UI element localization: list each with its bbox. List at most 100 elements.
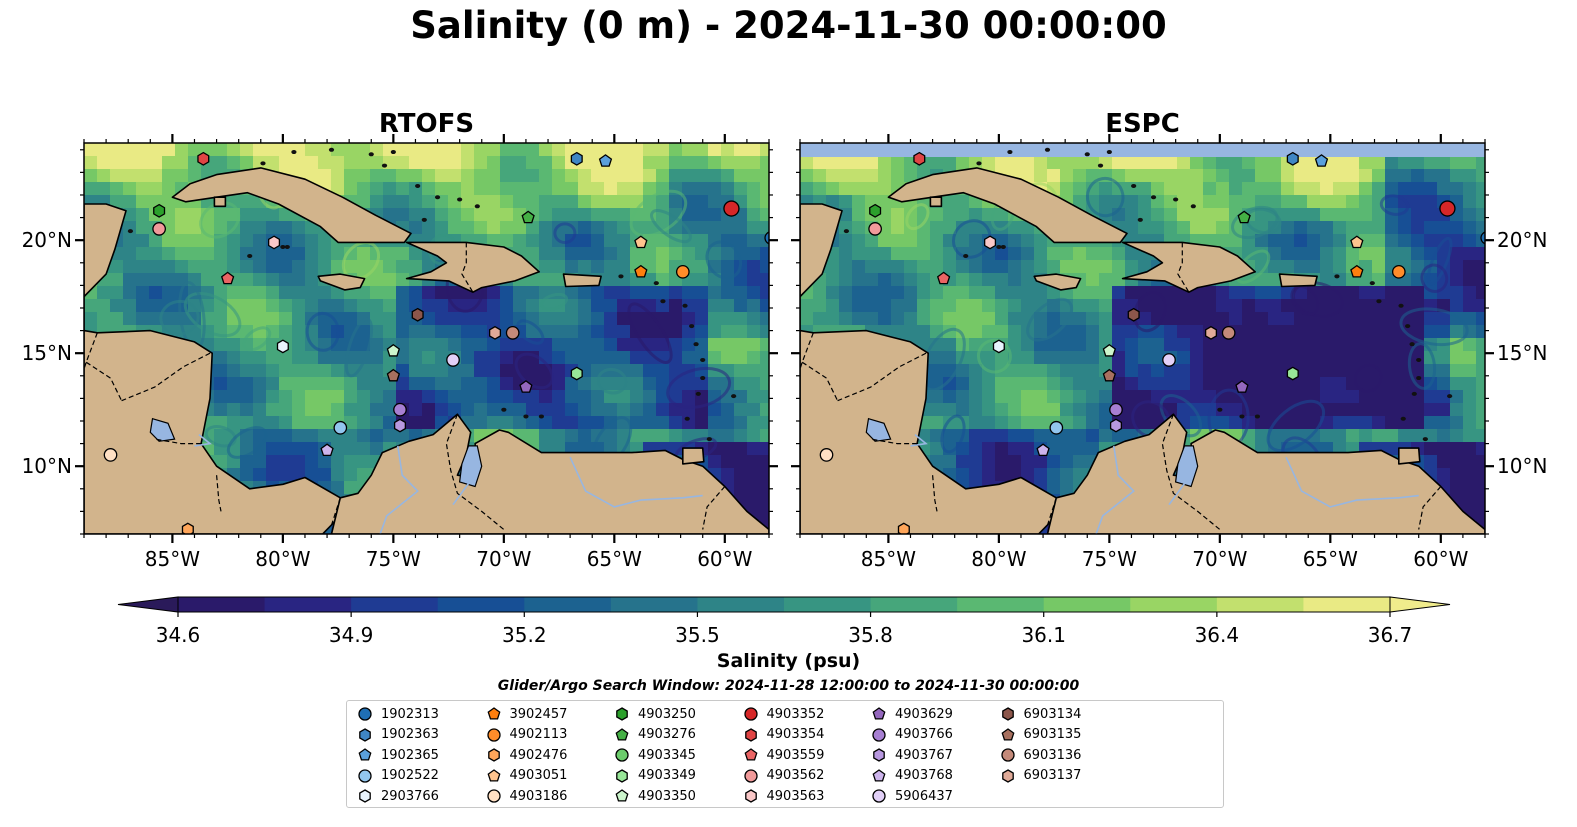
country-border (85, 361, 123, 401)
float-marker-4902113 (1391, 264, 1406, 279)
legend-marker-pentagon (358, 748, 372, 761)
float-marker-4903766 (393, 402, 407, 417)
lon-tick-label: 75°W (366, 547, 421, 571)
float-marker-4902113 (675, 264, 690, 279)
legend-item-4902113: 4902113 (486, 726, 568, 744)
small-island (284, 244, 290, 249)
colorbar-segment (178, 597, 266, 612)
small-island (1131, 183, 1137, 188)
country-border (330, 497, 341, 526)
lon-tick-label: 60°W (1413, 547, 1468, 571)
lake-nicaragua (149, 417, 176, 442)
legend-label: 1902363 (381, 727, 439, 742)
lon-tick-label: 65°W (587, 547, 642, 571)
float-marker-1902363 (570, 151, 583, 166)
legend-marker-pentagon (615, 789, 629, 802)
float-marker-4903354 (197, 151, 210, 166)
isla-juventud-land (929, 196, 943, 208)
legend-label: 4903562 (766, 768, 825, 783)
small-island (247, 254, 253, 259)
colorbar-segment (784, 597, 872, 612)
figure-title: Salinity (0 m) - 2024-11-30 00:00:00 (410, 4, 1167, 47)
isla-juventud-land (213, 196, 227, 208)
small-island (731, 394, 737, 399)
float-marker-6903136 (505, 325, 520, 340)
country-border (445, 413, 505, 530)
colorbar-extend-high (1389, 596, 1451, 613)
legend-item-4903354: 4903354 (743, 726, 824, 744)
river-line (1285, 456, 1419, 508)
lon-tick-label: 85°W (861, 547, 916, 571)
lake-maracaibo (458, 445, 483, 488)
small-island (1398, 303, 1404, 308)
legend-label: 4903349 (638, 768, 696, 783)
small-island (653, 281, 659, 286)
float-marker-1902313 (1480, 231, 1485, 245)
country-border (801, 361, 839, 401)
country-border (702, 486, 726, 530)
small-island (280, 244, 286, 249)
puerto-rico-land (1278, 273, 1318, 288)
small-island (700, 357, 706, 362)
country-border (461, 242, 474, 293)
small-island (1376, 299, 1382, 304)
small-island (421, 217, 427, 222)
legend-marker-hexagon (744, 727, 757, 742)
country-border (216, 475, 222, 512)
colorbar-extend-low (117, 596, 179, 613)
float-marker-4902476 (897, 522, 910, 534)
river-line (1095, 445, 1135, 534)
float-marker-6903137 (488, 325, 502, 340)
legend-marker-hexagon (1001, 707, 1014, 721)
small-island (1190, 204, 1196, 209)
small-island (328, 147, 335, 152)
small-island (976, 161, 982, 166)
colorbar-tick-label: 35.5 (675, 623, 720, 647)
legend-item-4903767: 4903767 (871, 746, 953, 764)
float-marker-1902365 (598, 154, 613, 167)
legend-label: 3902457 (509, 706, 568, 722)
legend-item-6903137: 6903137 (1000, 767, 1081, 785)
legend-item-4903629: 4903629 (871, 705, 953, 723)
colorbar-segment (870, 597, 958, 612)
hispaniola-land (1121, 241, 1256, 294)
colorbar-segment (264, 597, 352, 612)
country-border (121, 352, 211, 402)
legend-item-1902363: 1902363 (357, 726, 439, 744)
small-island (618, 274, 624, 279)
float-marker-4903350 (1102, 343, 1117, 357)
legend-marker-hexagon (1001, 768, 1014, 783)
legend-marker-pentagon (872, 707, 886, 720)
legend-label: 4903766 (895, 727, 953, 742)
small-island (381, 163, 388, 168)
legend-label: 6903136 (1023, 747, 1082, 763)
jamaica-land (317, 273, 366, 291)
country-border (870, 438, 918, 445)
lat-tick-label: 10°N (1497, 454, 1547, 478)
legend-label: 4903352 (766, 706, 825, 722)
river-line (452, 477, 474, 506)
legend-label: 4903563 (766, 788, 825, 804)
legend-label: 1902313 (381, 706, 439, 722)
legend-item-4902476: 4902476 (486, 746, 567, 764)
lon-tick-label: 70°W (476, 547, 531, 571)
puerto-rico-land (562, 273, 602, 288)
float-marker-4903562 (152, 222, 166, 236)
trinidad-land (1398, 447, 1421, 465)
small-island (1400, 416, 1406, 421)
legend-label: 1902365 (381, 747, 439, 763)
colorbar-segment (1216, 597, 1304, 612)
panel-title: RTOFS (379, 109, 474, 139)
float-marker-4903250 (869, 203, 882, 218)
legend-marker-pentagon (487, 707, 500, 720)
country-border (1161, 413, 1221, 530)
legend-label: 4902113 (509, 727, 568, 742)
small-island (390, 150, 396, 155)
small-island (1254, 414, 1261, 419)
search-window-label: Glider/Argo Search Window: 2024-11-28 12… (497, 678, 1080, 694)
legend-label: 4903629 (895, 706, 953, 722)
legend-item-1902365: 1902365 (357, 746, 439, 764)
float-marker-6903134 (1127, 307, 1140, 322)
legend-item-4903051: 4903051 (486, 767, 567, 785)
river-line (379, 445, 419, 534)
